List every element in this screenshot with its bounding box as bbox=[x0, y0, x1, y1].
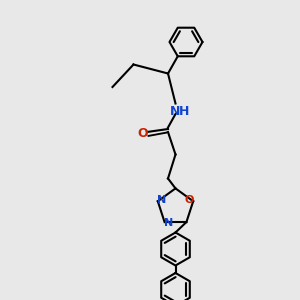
Text: H: H bbox=[179, 105, 189, 118]
Text: O: O bbox=[185, 195, 194, 205]
Text: N: N bbox=[164, 218, 173, 228]
Text: N: N bbox=[170, 105, 181, 118]
Text: O: O bbox=[137, 127, 148, 140]
Text: N: N bbox=[157, 195, 166, 205]
